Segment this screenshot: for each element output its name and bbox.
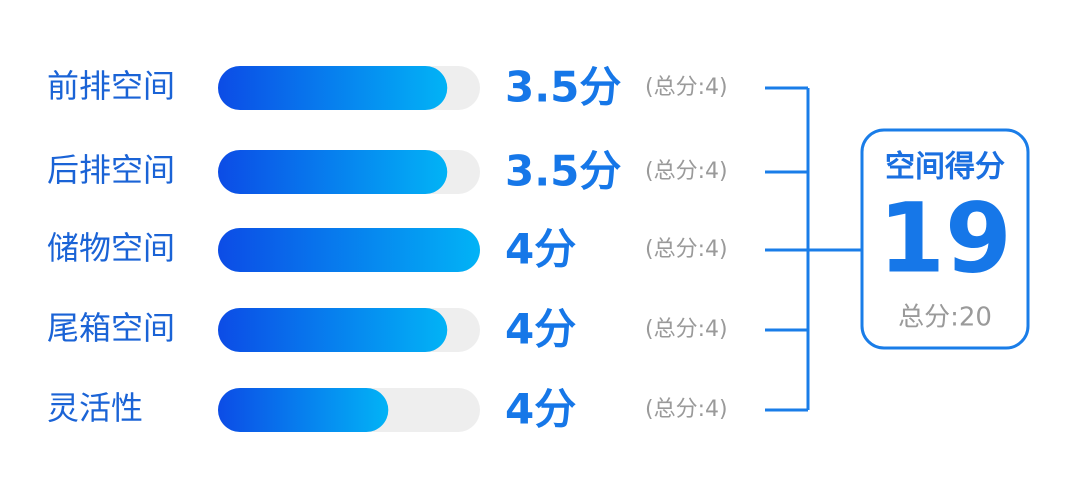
score-label: 4分 bbox=[505, 305, 576, 354]
total-label: (总分:4) bbox=[645, 75, 728, 100]
score-label: 3.5分 bbox=[505, 147, 621, 196]
row-label: 灵活性 bbox=[47, 389, 143, 427]
summary-total: 总分:20 bbox=[898, 303, 992, 333]
bracket bbox=[765, 86, 862, 412]
summary-score: 19 bbox=[878, 182, 1012, 294]
score-label: 4分 bbox=[505, 385, 576, 434]
score-label: 3.5分 bbox=[505, 63, 621, 112]
summary-title: 空间得分 bbox=[885, 150, 1005, 185]
row-label: 尾箱空间 bbox=[47, 309, 175, 347]
total-label: (总分:4) bbox=[645, 159, 728, 184]
row-label: 后排空间 bbox=[47, 151, 175, 189]
total-label: (总分:4) bbox=[645, 317, 728, 342]
bar bbox=[218, 228, 480, 272]
total-label: (总分:4) bbox=[645, 237, 728, 262]
total-label: (总分:4) bbox=[645, 397, 728, 422]
bar bbox=[218, 308, 448, 352]
row-label: 前排空间 bbox=[47, 67, 175, 105]
score-label: 4分 bbox=[505, 225, 576, 274]
bar bbox=[218, 388, 389, 432]
row-label: 储物空间 bbox=[47, 229, 175, 267]
bar bbox=[218, 150, 448, 194]
bar bbox=[218, 66, 448, 110]
summary-box bbox=[860, 128, 1030, 350]
